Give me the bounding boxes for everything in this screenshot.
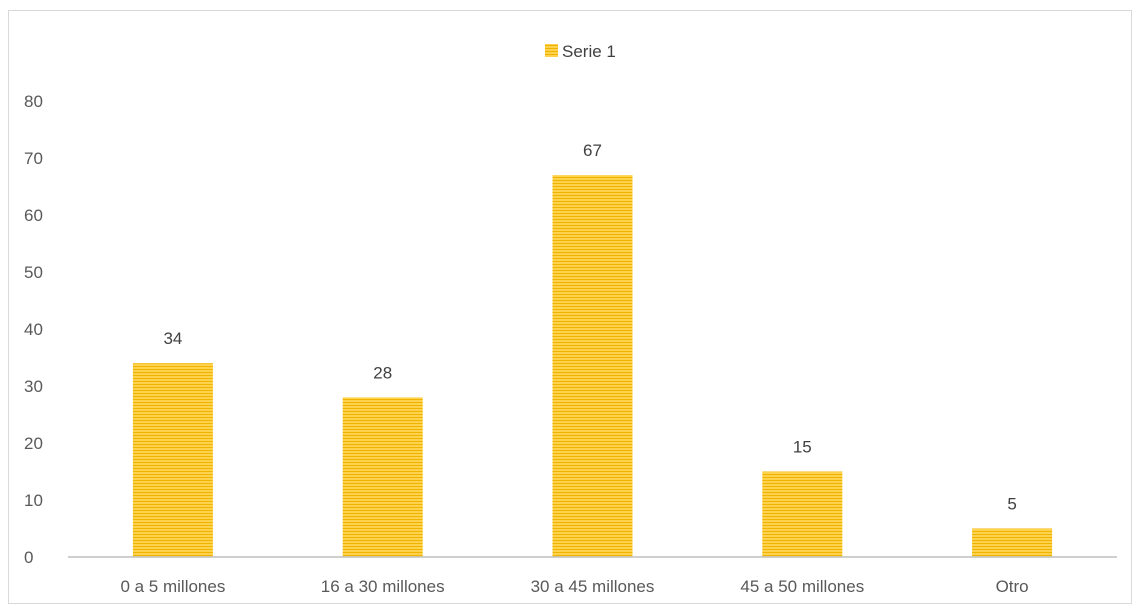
legend: Serie 1 xyxy=(545,42,616,61)
x-tick-label: 0 a 5 millones xyxy=(120,577,225,596)
y-tick-label: 60 xyxy=(24,206,43,225)
x-tick-label: 30 a 45 millones xyxy=(531,577,655,596)
y-tick-label: 30 xyxy=(24,377,43,396)
data-label: 28 xyxy=(373,363,392,382)
data-label: 67 xyxy=(583,141,602,160)
legend-label: Serie 1 xyxy=(562,42,616,61)
data-label: 34 xyxy=(163,329,182,348)
data-label: 15 xyxy=(793,438,812,457)
y-tick-label: 20 xyxy=(24,434,43,453)
bar xyxy=(132,363,213,557)
legend-swatch xyxy=(545,44,558,57)
data-label: 5 xyxy=(1007,495,1016,514)
data-labels: 34 28 67 15 5 xyxy=(163,141,1016,513)
y-axis: 0 10 20 30 40 50 60 70 80 xyxy=(24,92,43,567)
y-tick-label: 0 xyxy=(24,548,33,567)
bar xyxy=(762,471,843,557)
x-tick-label: 45 a 50 millones xyxy=(740,577,864,596)
y-tick-label: 40 xyxy=(24,320,43,339)
bar xyxy=(972,528,1053,557)
bar xyxy=(552,175,633,557)
bar xyxy=(342,397,423,557)
x-axis: 0 a 5 millones 16 a 30 millones 30 a 45 mi… xyxy=(120,577,1028,596)
y-tick-label: 70 xyxy=(24,149,43,168)
bars xyxy=(132,175,1053,557)
y-tick-label: 80 xyxy=(24,92,43,111)
y-tick-label: 50 xyxy=(24,263,43,282)
y-tick-label: 10 xyxy=(24,491,43,510)
x-tick-label: 16 a 30 millones xyxy=(321,577,445,596)
x-tick-label: Otro xyxy=(996,577,1029,596)
